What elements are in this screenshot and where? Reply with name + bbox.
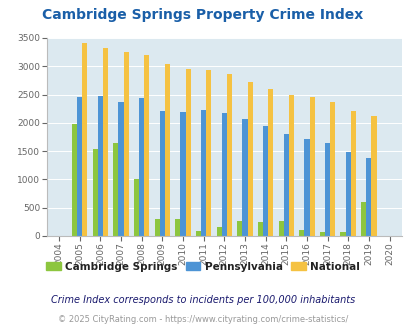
Bar [92, 149, 98, 236]
Bar [103, 48, 108, 236]
Bar [98, 96, 103, 236]
Bar [226, 75, 232, 236]
Bar [175, 219, 180, 236]
Bar [360, 202, 365, 236]
Bar [345, 152, 350, 236]
Bar [160, 111, 164, 236]
Bar [216, 227, 221, 236]
Bar [77, 97, 82, 236]
Text: Cambridge Springs Property Crime Index: Cambridge Springs Property Crime Index [42, 8, 363, 22]
Text: © 2025 CityRating.com - https://www.cityrating.com/crime-statistics/: © 2025 CityRating.com - https://www.city… [58, 315, 347, 324]
Bar [340, 232, 345, 236]
Bar [196, 231, 200, 236]
Bar [319, 232, 324, 236]
Bar [350, 112, 355, 236]
Bar [139, 98, 144, 236]
Bar [247, 82, 252, 236]
Bar [365, 158, 371, 236]
Bar [262, 126, 268, 236]
Bar [113, 144, 118, 236]
Bar [82, 43, 87, 236]
Bar [304, 139, 309, 236]
Bar [283, 134, 288, 236]
Bar [118, 102, 123, 236]
Bar [309, 97, 314, 236]
Bar [72, 124, 77, 236]
Legend: Cambridge Springs, Pennsylvania, National: Cambridge Springs, Pennsylvania, Nationa… [44, 259, 361, 274]
Text: Crime Index corresponds to incidents per 100,000 inhabitants: Crime Index corresponds to incidents per… [51, 295, 354, 305]
Bar [324, 144, 329, 236]
Bar [123, 52, 128, 236]
Bar [206, 71, 211, 236]
Bar [288, 95, 293, 236]
Bar [371, 116, 376, 236]
Bar [268, 89, 273, 236]
Bar [154, 219, 160, 236]
Bar [257, 222, 262, 236]
Bar [298, 230, 304, 236]
Bar [278, 221, 283, 236]
Bar [185, 69, 190, 236]
Bar [242, 118, 247, 236]
Bar [329, 102, 335, 236]
Bar [134, 179, 139, 236]
Bar [164, 64, 170, 236]
Bar [200, 110, 206, 236]
Bar [180, 112, 185, 236]
Bar [144, 55, 149, 236]
Bar [237, 221, 242, 236]
Bar [221, 114, 226, 236]
